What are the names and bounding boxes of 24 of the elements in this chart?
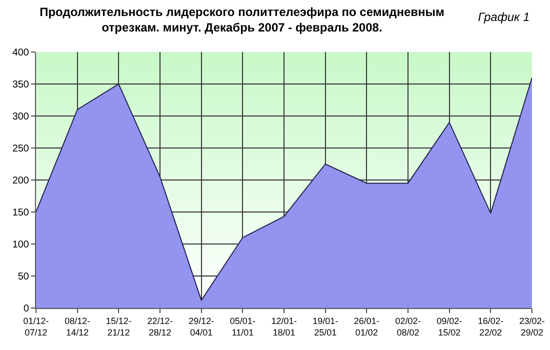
x-tick-label: 09/02-15/02 <box>436 316 462 338</box>
text: График 1 <box>478 10 530 24</box>
y-tick-label: 150 <box>12 208 30 218</box>
x-tick-label: 15/12-21/12 <box>106 316 132 338</box>
x-tick-label: 08/12-14/12 <box>64 316 90 338</box>
x-tick-label: 19/01-25/01 <box>312 316 338 338</box>
x-tick-label: 26/01-01/02 <box>354 316 380 338</box>
x-tick-label: 29/12-04/01 <box>188 316 214 338</box>
chart-title: Продолжительность лидерского политтелеэфира по семидневным отрезкам. минут. Декабрь 2007 - февраль 2008. <box>40 4 445 34</box>
y-tick-label: 400 <box>12 48 30 58</box>
y-tick-label: 200 <box>12 176 30 186</box>
y-tick-label: 100 <box>12 240 30 250</box>
y-tick-label: 50 <box>18 272 30 282</box>
x-tick-label: 16/02-22/02 <box>478 316 504 338</box>
x-tick-label: 22/12-28/12 <box>147 316 173 338</box>
x-tick-label: 01/12-07/12 <box>23 316 49 338</box>
x-tick-label: 23/02-29/02 <box>519 316 545 338</box>
x-tick-label: 12/01-18/01 <box>271 316 297 338</box>
y-tick-label: 0 <box>23 304 30 314</box>
x-tick-label: 02/02-08/02 <box>395 316 421 338</box>
x-tick-label: 05/01-11/01 <box>230 316 256 338</box>
y-tick-label: 350 <box>12 80 30 90</box>
y-tick-label: 250 <box>12 144 30 154</box>
y-tick-label: 300 <box>12 112 30 122</box>
